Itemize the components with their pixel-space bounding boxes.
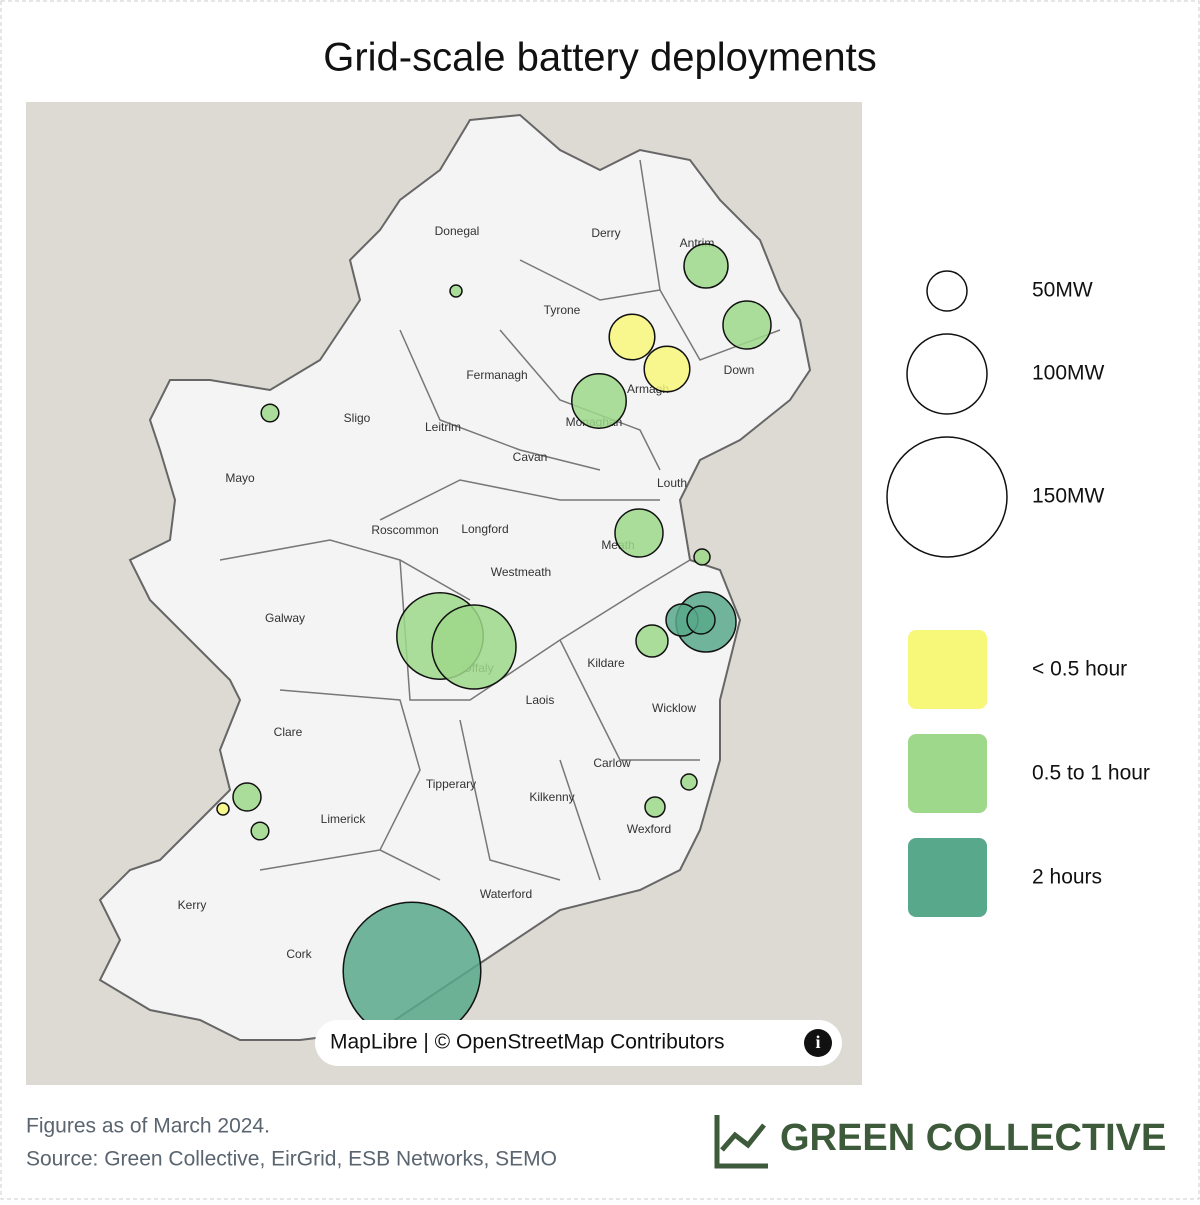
legend-duration-label: 0.5 to 1 hour (1032, 762, 1150, 785)
county-label: Carlow (593, 756, 631, 770)
county-label: Derry (591, 226, 620, 240)
deployment (686, 605, 716, 635)
legend-duration-label: < 0.5 hour (1032, 658, 1127, 681)
legend-size (886, 436, 1008, 558)
county-label: Wexford (627, 822, 671, 836)
legend-swatch (908, 630, 987, 709)
county-label: Tipperary (426, 777, 476, 791)
attribution-pill (315, 1020, 842, 1066)
county-label: Limerick (321, 812, 367, 826)
deployment (250, 821, 270, 841)
brand-logo (714, 1115, 768, 1169)
info-button[interactable] (804, 1029, 832, 1057)
footer-source: Source: Green Collective, EirGrid, ESB N… (26, 1148, 557, 1171)
title: Grid-scale battery deployments (323, 36, 877, 80)
deployment (571, 373, 627, 429)
county-label: Kilkenny (529, 790, 574, 804)
county-label: Fermanagh (466, 368, 527, 382)
county-label: Galway (265, 611, 305, 625)
county-label: Cavan (513, 450, 548, 464)
legend-size (926, 270, 968, 312)
county-label: Down (724, 363, 755, 377)
county-label: Sligo (344, 411, 371, 425)
brand: GREEN COLLECTIVE (780, 1117, 1166, 1159)
deployment (608, 313, 656, 361)
county-label: Tyrone (544, 303, 581, 317)
deployment (644, 796, 666, 818)
deployment (449, 284, 463, 298)
county-label: Louth (657, 476, 687, 490)
deployment (643, 345, 691, 393)
deployment (431, 604, 517, 690)
legend-size-label: 50MW (1032, 279, 1093, 302)
county-label: Mayo (225, 471, 255, 485)
county-label: Westmeath (491, 565, 551, 579)
legend-size-label: 150MW (1032, 485, 1105, 508)
county-label: Donegal (435, 224, 480, 238)
legend-size-label: 100MW (1032, 362, 1105, 385)
county-label: Laois (526, 693, 555, 707)
county-label: Kildare (587, 656, 625, 670)
footer-note: Figures as of March 2024. (26, 1115, 270, 1138)
deployment (260, 403, 280, 423)
deployment (722, 300, 772, 350)
county-label: Kerry (178, 898, 207, 912)
deployment (683, 243, 729, 289)
deployment (693, 548, 711, 566)
county-label: Cork (286, 947, 312, 961)
legend-duration-label: 2 hours (1032, 866, 1102, 889)
legend-swatch (908, 838, 987, 917)
attribution: MapLibre | © OpenStreetMap Contributors (330, 1031, 724, 1054)
deployment (614, 508, 664, 558)
legend-swatch (908, 734, 987, 813)
county-label: Clare (274, 725, 303, 739)
legend-size (906, 333, 988, 415)
county-label: Leitrim (425, 420, 461, 434)
county-label: Waterford (480, 887, 532, 901)
county-label: Roscommon (371, 523, 438, 537)
deployment (232, 782, 262, 812)
deployment (342, 901, 482, 1041)
deployment (216, 802, 230, 816)
county-label: Wicklow (652, 701, 696, 715)
deployment (635, 624, 669, 658)
info-icon[interactable]: i (815, 1032, 820, 1052)
deployment (680, 773, 698, 791)
county-label: Longford (461, 522, 508, 536)
